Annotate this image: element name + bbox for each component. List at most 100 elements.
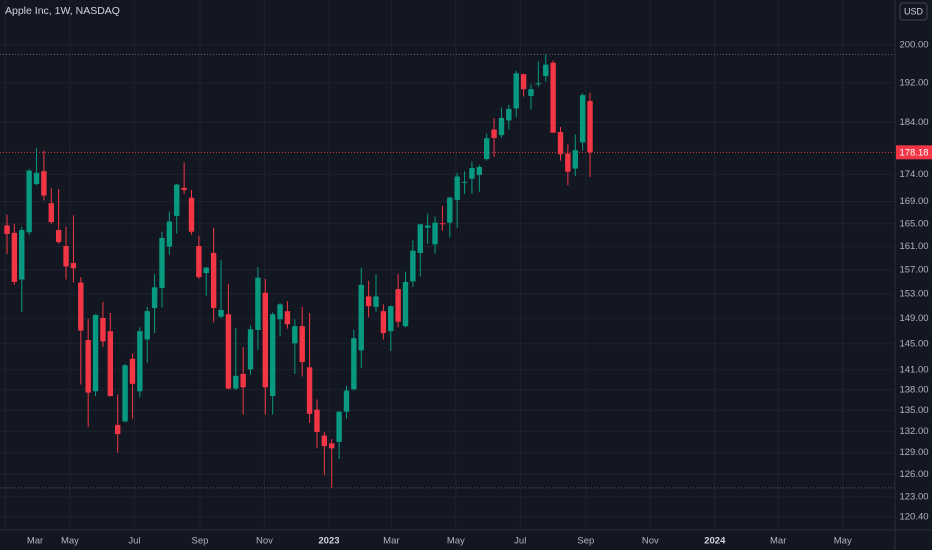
candle-body xyxy=(579,95,586,143)
x-tick-label: Sep xyxy=(192,536,209,547)
x-tick-label: Jul xyxy=(128,536,140,547)
candle-body xyxy=(565,153,571,172)
candle-body xyxy=(388,306,394,332)
candle-body xyxy=(365,296,372,307)
y-tick-label: 169.00 xyxy=(899,196,928,207)
candle-body xyxy=(129,358,136,384)
candle-body xyxy=(587,100,593,153)
candle-body xyxy=(520,74,527,90)
x-tick-label: 2023 xyxy=(318,536,339,547)
currency[interactable]: USD xyxy=(904,6,924,16)
candle-body xyxy=(41,171,47,196)
candle-body xyxy=(4,225,10,234)
y-tick-label: 184.00 xyxy=(899,117,928,128)
candle-body xyxy=(115,424,121,435)
y-tick-label: 141.00 xyxy=(899,364,928,375)
last-price-box xyxy=(896,145,932,160)
candle-body xyxy=(225,314,232,389)
candle-body xyxy=(454,176,460,200)
candle-body xyxy=(484,138,490,160)
candle-body xyxy=(122,365,128,422)
candle-body xyxy=(269,314,276,397)
last-price-label: 178.18 xyxy=(899,147,928,158)
candle-body xyxy=(218,309,224,317)
y-tick-label: 157.00 xyxy=(899,265,928,276)
candle-body xyxy=(233,375,239,389)
y-tick-label: 135.00 xyxy=(899,405,928,416)
candle-body xyxy=(469,168,475,179)
levels xyxy=(0,53,895,489)
candle-body xyxy=(262,292,268,388)
candle-body xyxy=(240,373,246,388)
candle-body xyxy=(557,132,564,155)
candle-body xyxy=(528,89,534,97)
candle-body xyxy=(92,314,99,392)
candle-body xyxy=(351,338,357,390)
currency-button[interactable] xyxy=(899,2,928,21)
candle-body xyxy=(329,443,335,449)
candle-body xyxy=(11,232,18,282)
grid xyxy=(0,0,895,530)
candle-body xyxy=(321,435,328,447)
x-tick-label: May xyxy=(447,536,465,547)
candle-body xyxy=(432,222,438,245)
y-tick-label: 145.00 xyxy=(899,338,928,349)
candle-body xyxy=(100,317,106,342)
candle-body xyxy=(70,262,77,269)
candle-body xyxy=(447,197,453,223)
candle-body xyxy=(491,129,497,138)
x-tick-label: May xyxy=(61,536,79,547)
y-tick-label: 153.00 xyxy=(899,289,928,300)
candle-body xyxy=(410,250,416,282)
candle-body xyxy=(210,252,217,309)
candle-body xyxy=(284,311,291,325)
x-tick-label: Mar xyxy=(27,536,43,547)
candle-body xyxy=(188,197,195,232)
candle-body xyxy=(439,223,446,225)
candle-body xyxy=(19,230,25,280)
candle-body xyxy=(417,224,423,253)
candle-body xyxy=(336,411,342,442)
candle-body xyxy=(144,311,150,340)
candle-body xyxy=(424,225,431,228)
y-tick-label: 123.00 xyxy=(899,491,928,502)
y-tick-label: 132.00 xyxy=(899,426,928,437)
candle-body xyxy=(277,304,283,320)
candle-body xyxy=(306,367,313,414)
candle-body xyxy=(78,282,84,331)
y-tick-label: 192.00 xyxy=(899,77,928,88)
y-tick-label: 200.00 xyxy=(899,39,928,50)
candle-body xyxy=(380,311,387,334)
candle-body xyxy=(535,83,542,85)
x-tick-label: May xyxy=(834,536,852,547)
candle-body xyxy=(196,246,202,278)
chart-title: Apple Inc, 1W, NASDAQ xyxy=(5,5,120,17)
y-tick-label: 138.00 xyxy=(899,384,928,395)
candle-body xyxy=(107,331,114,397)
y-tick-label: 126.00 xyxy=(899,469,928,480)
x-tick-label: Jul xyxy=(514,536,526,547)
candle-body xyxy=(85,340,91,393)
candle-body xyxy=(395,289,401,322)
candle-body xyxy=(314,409,320,432)
candle-body xyxy=(63,246,69,267)
candle-body xyxy=(461,181,468,183)
candle-body xyxy=(247,329,254,370)
y-tick-label: 149.00 xyxy=(899,313,928,324)
candle-body xyxy=(299,326,305,363)
x-tick-label: Nov xyxy=(256,536,273,547)
y-tick-label: 165.00 xyxy=(899,218,928,229)
x-tick-label: Sep xyxy=(577,536,594,547)
x-tick-label: Mar xyxy=(383,536,399,547)
candle-body xyxy=(166,221,173,247)
candle-body xyxy=(292,326,298,344)
candle-body xyxy=(373,296,379,307)
candle-body xyxy=(174,184,180,216)
candle-body xyxy=(572,150,578,169)
candle-body xyxy=(506,108,512,121)
candle-body xyxy=(543,64,549,77)
